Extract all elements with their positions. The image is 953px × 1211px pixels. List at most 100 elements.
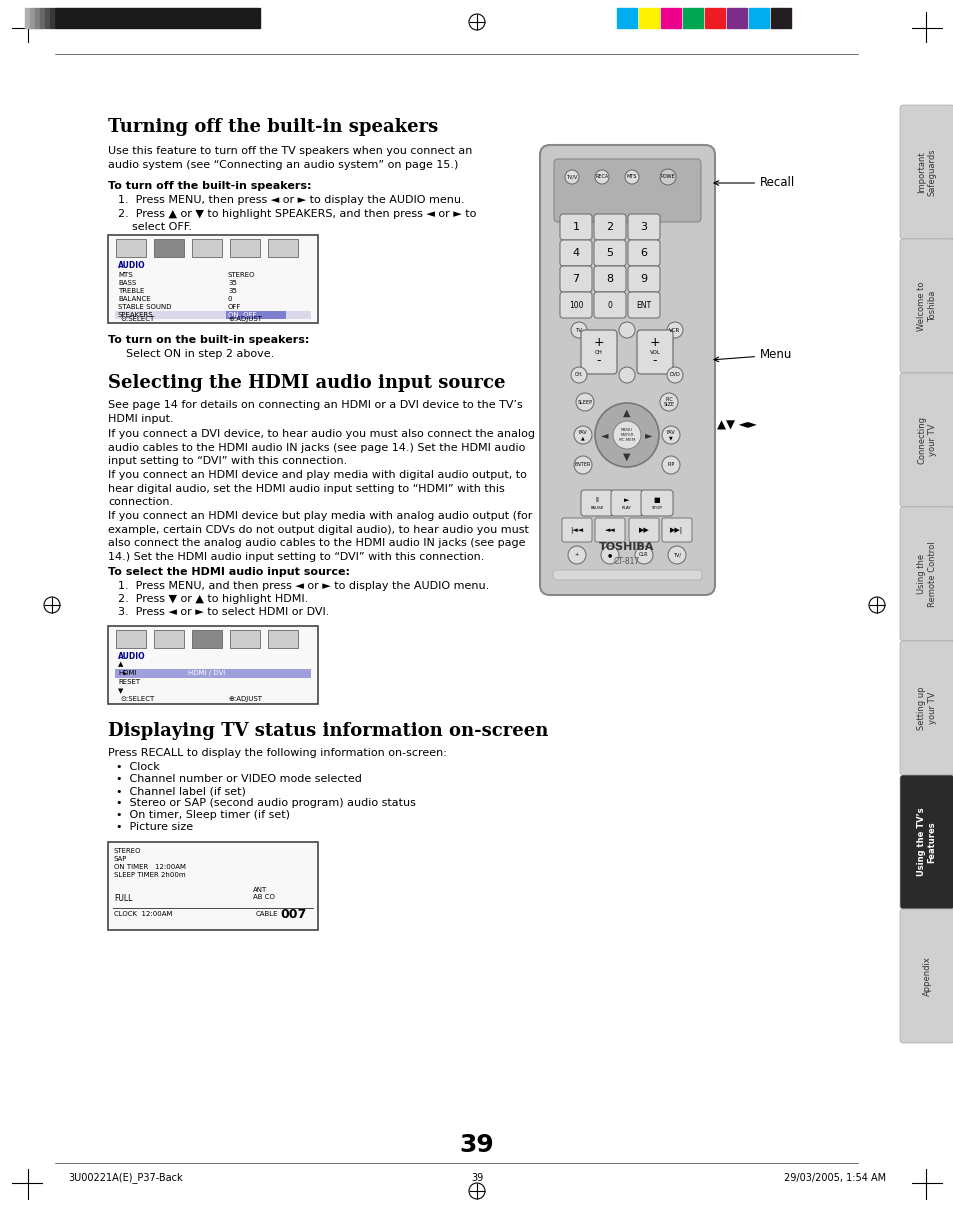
Text: TV/: TV/ — [672, 552, 680, 557]
Text: POWE: POWE — [660, 174, 675, 179]
FancyBboxPatch shape — [627, 240, 659, 266]
Text: If you connect an HDMI device and play media with digital audio output, to
hear : If you connect an HDMI device and play m… — [108, 470, 526, 507]
Text: ◄: ◄ — [600, 430, 608, 440]
Text: 6: 6 — [639, 248, 647, 258]
Circle shape — [635, 546, 652, 564]
Text: Use this feature to turn off the TV speakers when you connect an
audio system (s: Use this feature to turn off the TV spea… — [108, 147, 472, 170]
Circle shape — [567, 546, 585, 564]
Text: AUDIO: AUDIO — [118, 262, 146, 270]
Text: STOP: STOP — [651, 506, 661, 510]
FancyBboxPatch shape — [554, 159, 700, 222]
Circle shape — [618, 322, 635, 338]
Circle shape — [571, 367, 586, 383]
Text: To turn on the built-in speakers:: To turn on the built-in speakers: — [108, 335, 309, 345]
Text: Welcome to
Toshiba: Welcome to Toshiba — [917, 281, 936, 331]
Bar — [50, 8, 54, 28]
Text: Selecting the HDMI audio input source: Selecting the HDMI audio input source — [108, 374, 505, 392]
Text: STABLE SOUND: STABLE SOUND — [118, 304, 172, 310]
Text: Press RECALL to display the following information on-screen:: Press RECALL to display the following in… — [108, 748, 446, 758]
Bar — [40, 8, 44, 28]
Text: |◄◄: |◄◄ — [570, 527, 583, 534]
Bar — [108, 842, 317, 930]
Circle shape — [576, 394, 594, 411]
Circle shape — [666, 322, 682, 338]
Text: ▼: ▼ — [118, 688, 123, 694]
Bar — [108, 235, 317, 323]
Text: ▶▶|: ▶▶| — [670, 527, 683, 534]
Text: 4: 4 — [572, 248, 579, 258]
Text: CABLE: CABLE — [255, 911, 278, 917]
Text: STEREO: STEREO — [113, 848, 141, 854]
Text: HDMI: HDMI — [118, 670, 136, 676]
FancyBboxPatch shape — [899, 105, 953, 239]
Text: 0: 0 — [607, 300, 612, 310]
Text: ON TIMER   12:00AM: ON TIMER 12:00AM — [113, 863, 186, 869]
Bar — [230, 239, 260, 257]
Text: SLEEP: SLEEP — [577, 400, 592, 404]
Text: 2: 2 — [606, 222, 613, 233]
Circle shape — [618, 367, 635, 383]
Text: •  Clock: • Clock — [116, 762, 159, 771]
FancyBboxPatch shape — [559, 214, 592, 240]
FancyBboxPatch shape — [559, 266, 592, 292]
Bar — [35, 8, 39, 28]
Text: TV: TV — [575, 327, 582, 333]
FancyBboxPatch shape — [580, 490, 613, 516]
Text: CT-817: CT-817 — [613, 557, 639, 566]
Text: +: + — [593, 337, 603, 350]
FancyBboxPatch shape — [899, 775, 953, 909]
Text: Recall: Recall — [713, 177, 795, 189]
Text: •  Channel label (if set): • Channel label (if set) — [116, 786, 246, 796]
Bar — [192, 630, 222, 648]
Text: HDMI / DVI: HDMI / DVI — [188, 670, 225, 676]
Circle shape — [624, 170, 639, 184]
Circle shape — [667, 546, 685, 564]
FancyBboxPatch shape — [627, 266, 659, 292]
Circle shape — [613, 421, 640, 449]
Text: CH: CH — [595, 350, 602, 355]
Bar — [115, 311, 311, 318]
Text: OFF: OFF — [228, 304, 241, 310]
Text: 8: 8 — [606, 274, 613, 285]
Text: 007: 007 — [280, 908, 306, 922]
Text: MENU
ENTER
PIC.MEM: MENU ENTER PIC.MEM — [618, 429, 635, 442]
Text: PIP: PIP — [667, 463, 674, 467]
Bar — [726, 8, 746, 28]
Bar — [770, 8, 790, 28]
Text: ●: ● — [607, 552, 612, 557]
FancyBboxPatch shape — [899, 239, 953, 373]
FancyBboxPatch shape — [899, 909, 953, 1043]
Circle shape — [574, 426, 592, 444]
Bar — [639, 8, 659, 28]
Text: -: - — [597, 355, 600, 367]
Bar — [30, 8, 34, 28]
Text: 2.  Press ▲ or ▼ to highlight SPEAKERS, and then press ◄ or ► to
    select OFF.: 2. Press ▲ or ▼ to highlight SPEAKERS, a… — [118, 210, 476, 233]
Text: AB CO: AB CO — [253, 894, 274, 900]
Circle shape — [574, 457, 592, 474]
Bar — [45, 8, 49, 28]
Text: TV/V: TV/V — [566, 174, 578, 179]
FancyBboxPatch shape — [640, 490, 672, 516]
Text: SPEAKERS: SPEAKERS — [118, 312, 153, 318]
Text: ENT: ENT — [636, 300, 651, 310]
Text: 0: 0 — [228, 295, 233, 302]
Text: FULL: FULL — [113, 894, 132, 903]
Circle shape — [595, 403, 659, 467]
Text: 7: 7 — [572, 274, 579, 285]
Text: RECA: RECA — [595, 174, 608, 179]
Text: CLOCK  12:00AM: CLOCK 12:00AM — [113, 911, 172, 917]
Text: ANT: ANT — [253, 886, 267, 893]
Text: •  On timer, Sleep timer (if set): • On timer, Sleep timer (if set) — [116, 810, 290, 820]
FancyBboxPatch shape — [899, 373, 953, 507]
Text: CLR: CLR — [639, 552, 648, 557]
Text: ▶▶: ▶▶ — [638, 527, 649, 533]
FancyBboxPatch shape — [559, 292, 592, 318]
Text: 100: 100 — [568, 300, 582, 310]
Text: 1: 1 — [572, 222, 578, 233]
Text: RESET: RESET — [118, 679, 140, 685]
Bar — [230, 630, 260, 648]
Text: SAP: SAP — [113, 856, 128, 862]
Text: Using the TV’s
Features: Using the TV’s Features — [917, 808, 936, 877]
Text: To turn off the built-in speakers:: To turn off the built-in speakers: — [108, 180, 312, 191]
Text: ▲: ▲ — [622, 408, 630, 418]
